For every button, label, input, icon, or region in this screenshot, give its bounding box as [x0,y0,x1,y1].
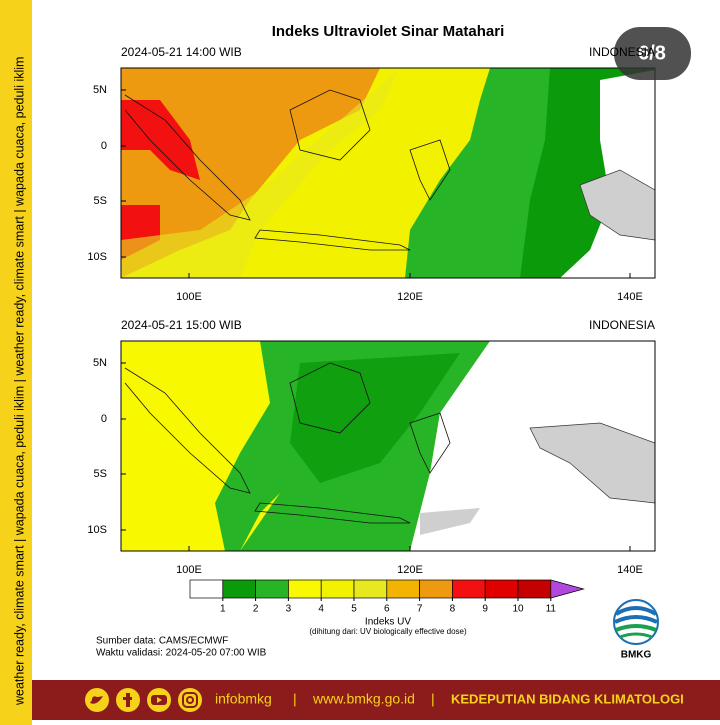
page-badge [614,27,691,80]
colorbar-segment [288,579,322,599]
footer-bar [32,680,720,720]
footer-social: infobmkg [215,691,272,707]
source-text: Sumber data: CAMS/ECMWF [96,636,228,647]
footer-website[interactable]: www.bmkg.go.id [312,691,415,707]
colorbar-tick-label: 8 [450,604,456,615]
logo-text: BMKG [621,650,652,661]
colorbar-tick-label: 9 [482,604,488,615]
colorbar-segment [353,579,388,599]
colorbar-segment [517,579,552,599]
badge-text: 6/8 [638,42,666,64]
social-icons[interactable] [85,688,202,712]
colorbar-segment [189,579,224,599]
title: Indeks Ultraviolet Sinar Matahari [272,23,505,40]
side-text: weather ready, climate smart | wapada cu… [12,57,26,706]
colorbar-segment [222,579,256,599]
colorbar-segment [386,579,420,599]
lat-label: 5N [93,357,107,369]
map-time: 2024-05-21 14:00 WIB [121,45,242,59]
lon-label: 120E [397,291,423,303]
colorbar-tick-label: 10 [512,604,524,615]
lat-label: 5S [94,195,107,207]
footer-department: KEDEPUTIAN BIDANG KLIMATOLOGI [451,691,684,706]
colorbar-segment [419,579,453,599]
map-time: 2024-05-21 15:00 WIB [121,318,242,332]
map [120,340,656,552]
lat-label: 10S [87,524,107,536]
colorbar-segment [452,579,486,599]
side-band [0,0,32,725]
colorbar-tick-label: 3 [286,604,292,615]
lat-label: 0 [101,140,107,152]
lat-label: 5S [94,468,107,480]
bmkg-logo: BMKG [613,599,659,661]
colorbar-tick-label: 4 [318,604,324,615]
colorbar-tick-label: 5 [351,604,357,615]
lat-label: 5N [93,84,107,96]
lon-label: 100E [176,291,202,303]
colorbar-label: Indeks UV [365,617,411,628]
colorbar-tick-label: 1 [220,604,226,615]
map-region: INDONESIA [589,45,655,59]
lat-label: 0 [101,413,107,425]
colorbar-segment [320,579,355,599]
colorbar-tick-label: 11 [546,604,557,615]
map-region: INDONESIA [589,318,655,332]
validity-text: Waktu validasi: 2024-05-20 07:00 WIB [96,648,267,659]
colorbar-arrow [550,579,585,599]
colorbar-tick-label: 2 [253,604,259,615]
map [120,67,656,279]
colorbar-segment [255,579,289,599]
lon-label: 100E [176,564,202,576]
instagram-icon[interactable] [178,688,202,712]
lon-label: 120E [397,564,423,576]
lat-label: 10S [87,251,107,263]
colorbar-tick-label: 6 [384,604,390,615]
colorbar-tick-label: 7 [417,604,423,615]
lon-label: 140E [617,291,643,303]
footer-separator: | [431,691,435,707]
colorbar-note: (dihitung dari: UV biologically effectiv… [309,627,467,636]
colorbar-segment [484,579,519,599]
footer-separator: | [293,691,297,707]
lon-label: 140E [617,564,643,576]
